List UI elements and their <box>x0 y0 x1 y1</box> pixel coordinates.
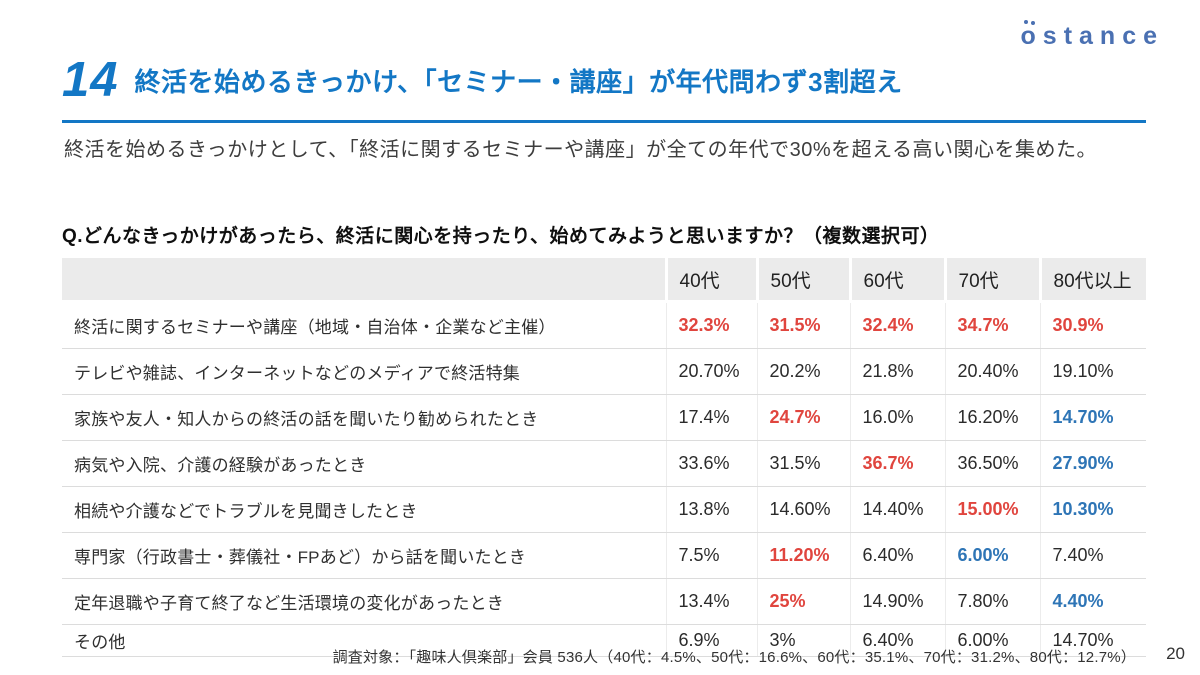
value-cell: 6.40% <box>849 532 945 579</box>
value-cell: 20.70% <box>665 348 757 395</box>
value-cell: 21.8% <box>849 348 945 395</box>
value-cell: 6.00% <box>944 532 1040 579</box>
column-header-80s-plus: 80代以上 <box>1038 258 1146 303</box>
row-label: テレビや雑誌、インターネットなどのメディアで終活特集 <box>62 348 666 395</box>
value-cell: 16.20% <box>944 394 1040 441</box>
value-cell: 20.2% <box>756 348 850 395</box>
value-cell: 31.5% <box>756 301 850 349</box>
table-header-row: 40代 50代 60代 70代 80代以上 <box>62 258 1146 303</box>
value-cell: 14.40% <box>849 486 945 533</box>
table-row: 相続や介護などでトラブルを見聞きしたとき 13.8% 14.60% 14.40% 15.… <box>62 486 1146 533</box>
slide-title: 終活を始めるきっかけ、「セミナー・講座」が年代問わず3割超え <box>134 66 903 97</box>
row-label: 家族や友人・知人からの終活の話を聞いたり勧められたとき <box>62 394 666 441</box>
row-label: 相続や介護などでトラブルを見聞きしたとき <box>62 486 666 533</box>
row-label: 病気や入院、介護の経験があったとき <box>62 440 666 487</box>
column-header-70s: 70代 <box>943 258 1040 303</box>
column-header-50s: 50代 <box>755 258 850 303</box>
value-cell: 10.30% <box>1039 486 1146 533</box>
value-cell: 4.40% <box>1039 578 1146 625</box>
row-label: 終活に関するセミナーや講座（地域・自治体・企業など主催） <box>62 301 666 349</box>
value-cell: 6.00% <box>944 624 1040 657</box>
value-cell: 24.7% <box>756 394 850 441</box>
value-cell: 30.9% <box>1039 301 1146 349</box>
value-cell: 14.70% <box>1039 624 1146 657</box>
value-cell: 36.7% <box>849 440 945 487</box>
slide-number: 14 <box>62 53 119 107</box>
column-header-empty <box>62 258 666 303</box>
table-row: その他 6.9% 3% 6.40% 6.00% 14.70% <box>62 624 1146 657</box>
table-row: 定年退職や子育て終了など生活環境の変化があったとき 13.4% 25% 14.90% 7… <box>62 578 1146 625</box>
value-cell: 6.9% <box>665 624 757 657</box>
value-cell: 20.40% <box>944 348 1040 395</box>
value-cell: 7.80% <box>944 578 1040 625</box>
value-cell: 27.90% <box>1039 440 1146 487</box>
description-text: 終活を始めるきっかけとして、「終活に関するセミナーや講座」が全ての年代で30%を… <box>64 139 1098 161</box>
value-cell: 13.4% <box>665 578 757 625</box>
value-cell: 13.8% <box>665 486 757 533</box>
value-cell: 25% <box>756 578 850 625</box>
value-cell: 32.4% <box>849 301 945 349</box>
survey-data-table: 40代 50代 60代 70代 80代以上 終活に関するセミナーや講座（地域・自… <box>62 258 1146 657</box>
value-cell: 34.7% <box>944 301 1040 349</box>
row-label: 専門家（行政書士・葬儀社・FPあど）から話を聞いたとき <box>62 532 666 579</box>
ostance-logo: ostance <box>1020 20 1164 50</box>
table-row: 家族や友人・知人からの終活の話を聞いたり勧められたとき 17.4% 24.7% 16.… <box>62 394 1146 441</box>
value-cell: 17.4% <box>665 394 757 441</box>
value-cell: 6.40% <box>849 624 945 657</box>
row-label: 定年退職や子育て終了など生活環境の変化があったとき <box>62 578 666 625</box>
value-cell: 33.6% <box>665 440 757 487</box>
value-cell: 3% <box>756 624 850 657</box>
value-cell: 31.5% <box>756 440 850 487</box>
table-row: テレビや雑誌、インターネットなどのメディアで終活特集 20.70% 20.2% 21.… <box>62 348 1146 395</box>
table-body: 終活に関するセミナーや講座（地域・自治体・企業など主催） 32.3% 31.5% 32… <box>62 301 1146 657</box>
value-cell: 7.40% <box>1039 532 1146 579</box>
value-cell: 15.00% <box>944 486 1040 533</box>
value-cell: 11.20% <box>756 532 850 579</box>
value-cell: 14.60% <box>756 486 850 533</box>
table-row: 病気や入院、介護の経験があったとき 33.6% 31.5% 36.7% 36.50% 27… <box>62 440 1146 487</box>
value-cell: 14.90% <box>849 578 945 625</box>
column-header-40s: 40代 <box>664 258 757 303</box>
column-header-60s: 60代 <box>848 258 945 303</box>
value-cell: 32.3% <box>665 301 757 349</box>
title-underline <box>62 120 1146 123</box>
survey-table-container: 40代 50代 60代 70代 80代以上 終活に関するセミナーや講座（地域・自… <box>62 258 1146 657</box>
value-cell: 14.70% <box>1039 394 1146 441</box>
row-label: その他 <box>62 624 666 657</box>
value-cell: 36.50% <box>944 440 1040 487</box>
question-text: Q.どんなきっかけがあったら、終活に関心を持ったり、始めてみようと思いますか？（… <box>62 226 940 247</box>
value-cell: 19.10% <box>1039 348 1146 395</box>
value-cell: 16.0% <box>849 394 945 441</box>
page-number: 20 <box>1166 644 1185 663</box>
table-row: 専門家（行政書士・葬儀社・FPあど）から話を聞いたとき 7.5% 11.20% 6.4… <box>62 532 1146 579</box>
survey-source-note: 調査対象：「趣味人倶楽部」会員 536人（40代：4.5%、50代：16.6%、… <box>332 649 1136 666</box>
slide-title-row: 14 終活を始めるきっかけ、「セミナー・講座」が年代問わず3割超え <box>62 56 903 105</box>
table-row: 終活に関するセミナーや講座（地域・自治体・企業など主催） 32.3% 31.5% 32… <box>62 301 1146 349</box>
value-cell: 7.5% <box>665 532 757 579</box>
